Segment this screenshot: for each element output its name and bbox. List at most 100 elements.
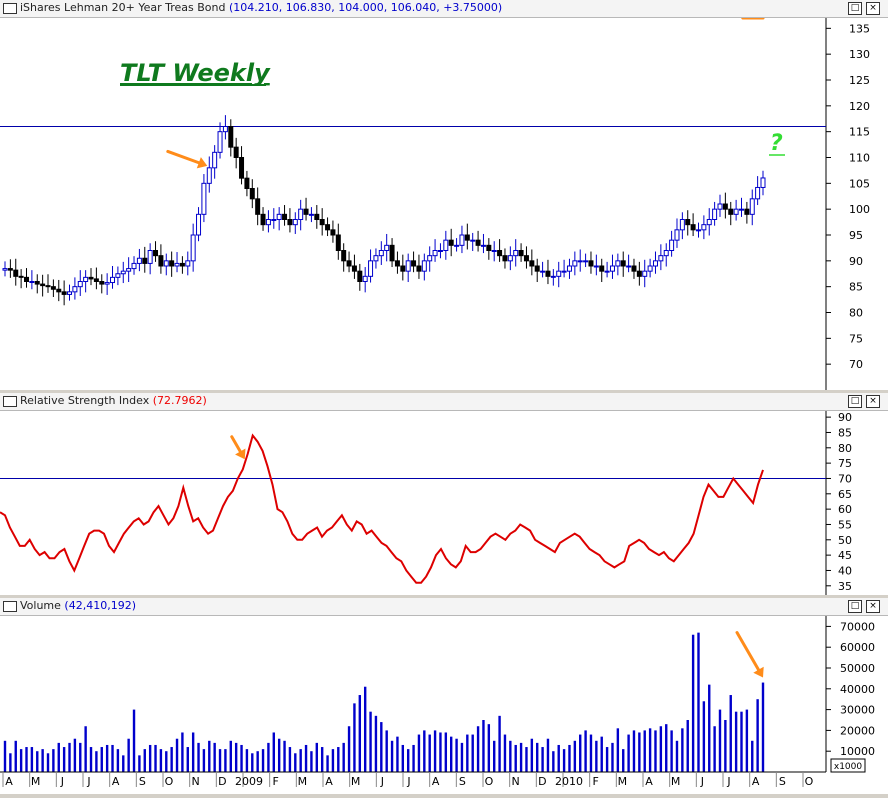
x-tick-label: 2009 xyxy=(235,775,263,788)
candle-body xyxy=(760,177,766,188)
x-tick-label: M xyxy=(618,775,628,788)
rsi-panel: 90 85 80 75 70 65 60 55 50 45 40 35 xyxy=(0,411,888,595)
volume-bar xyxy=(697,632,700,772)
candle-body xyxy=(663,250,669,257)
volume-bar xyxy=(315,742,319,772)
candle-body xyxy=(190,234,196,262)
volume-arrow-head xyxy=(753,666,764,678)
candle-body xyxy=(706,219,712,226)
candle-body xyxy=(626,265,632,268)
candle-body xyxy=(609,265,615,272)
candle-body xyxy=(411,260,417,267)
volume-bar xyxy=(41,749,44,772)
volume-bar xyxy=(659,726,663,772)
volume-bar xyxy=(331,749,335,772)
price-panel-titlebar: iShares Lehman 20+ Year Treas Bond (104.… xyxy=(0,0,888,18)
candle-body xyxy=(2,268,8,271)
rsi-panel-values: (72.7962) xyxy=(152,394,207,407)
candle-body xyxy=(599,265,605,272)
candle-body xyxy=(636,270,642,277)
candle-body xyxy=(260,213,266,226)
volume-bar xyxy=(154,744,157,772)
volume-bar xyxy=(19,749,23,772)
candle-body xyxy=(179,262,185,267)
y-tick-label: 50 xyxy=(838,534,852,547)
candle-body xyxy=(131,262,137,270)
volume-bar xyxy=(111,744,114,772)
x-axis-bg xyxy=(0,772,888,794)
x-tick-label: D xyxy=(538,775,546,788)
volume-bar xyxy=(713,726,716,772)
candle-body xyxy=(303,208,309,215)
candle-body xyxy=(40,283,46,287)
volume-bar xyxy=(740,711,743,772)
candle-body xyxy=(153,250,159,257)
volume-bar xyxy=(272,732,275,772)
x-tick-label: M xyxy=(351,775,361,788)
volume-bar xyxy=(100,747,103,772)
y-tick-label: 70000 xyxy=(840,620,875,633)
volume-panel-title: Volume xyxy=(20,599,61,612)
x-tick-label: J xyxy=(406,775,410,788)
candle-body xyxy=(507,255,513,262)
candle-body xyxy=(239,157,245,179)
candle-body xyxy=(518,250,524,257)
volume-bar xyxy=(541,747,544,772)
volume-bar xyxy=(62,747,66,772)
x-tick-label: J xyxy=(700,775,704,788)
volume-bar xyxy=(3,740,7,772)
close-button[interactable]: × xyxy=(866,395,880,408)
candle-body xyxy=(497,250,503,257)
volume-bar xyxy=(691,634,695,772)
volume-bar xyxy=(718,709,722,772)
volume-bar xyxy=(369,711,372,772)
y-tick-label: 50000 xyxy=(840,662,875,675)
volume-bar xyxy=(245,749,249,772)
volume-bar xyxy=(396,736,399,772)
volume-axis-bg xyxy=(826,616,888,772)
x-tick-label: M xyxy=(671,775,681,788)
y-tick-label: 45 xyxy=(838,549,852,562)
y-tick-label: 20000 xyxy=(840,724,875,737)
candle-body xyxy=(405,260,411,272)
volume-bar xyxy=(122,755,125,772)
restore-button[interactable]: □ xyxy=(848,395,862,408)
candle-body xyxy=(346,260,352,267)
y-tick-label: 60000 xyxy=(840,641,875,654)
x-tick-label: O xyxy=(165,775,174,788)
volume-bar xyxy=(460,742,464,772)
volume-bar xyxy=(170,747,173,772)
volume-bar xyxy=(218,749,222,772)
restore-button[interactable]: □ xyxy=(848,600,862,613)
volume-bar xyxy=(751,740,754,772)
candle-body xyxy=(163,260,169,267)
y-tick-label: 75 xyxy=(849,332,863,345)
candle-body xyxy=(416,265,422,272)
restore-button[interactable]: □ xyxy=(848,2,862,15)
rsi-axis-bg xyxy=(826,411,888,595)
volume-bar xyxy=(439,732,442,772)
close-button[interactable]: × xyxy=(866,2,880,15)
rsi-line xyxy=(0,433,764,584)
volume-panel-titlebar: Volume (42,410,192) □ × xyxy=(0,598,888,616)
candle-body xyxy=(733,208,739,215)
x-tick-label: S xyxy=(139,775,146,788)
candle-body xyxy=(674,229,680,241)
candle-body xyxy=(110,276,116,284)
volume-bar xyxy=(627,734,630,772)
x-tick-label: M xyxy=(298,775,308,788)
candle-body xyxy=(540,270,546,273)
x-tick-label: J xyxy=(86,775,90,788)
close-button[interactable]: × xyxy=(866,600,880,613)
volume-bar xyxy=(622,749,625,772)
tlt-weekly-label: TLT Weekly xyxy=(120,59,271,87)
volume-bar xyxy=(73,738,77,772)
candle-body xyxy=(620,260,626,267)
candle-body xyxy=(712,208,718,221)
volume-bar xyxy=(165,751,168,772)
y-tick-label: 30000 xyxy=(840,704,875,717)
y-tick-label: 60 xyxy=(838,503,852,516)
candle-body xyxy=(432,250,438,257)
volume-bar xyxy=(213,742,216,772)
